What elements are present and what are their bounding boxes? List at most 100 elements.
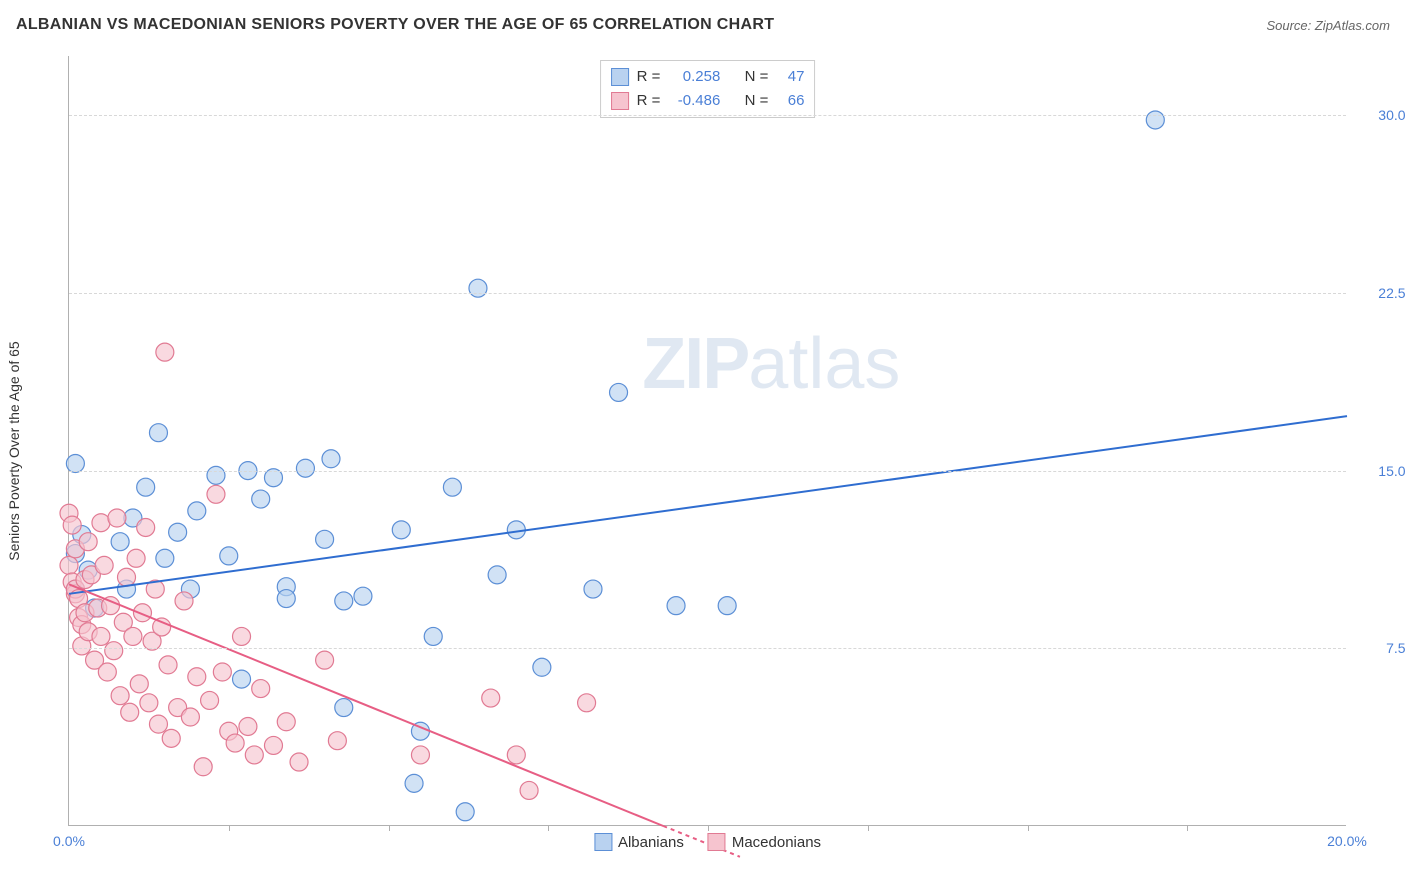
data-point	[296, 459, 314, 477]
data-point	[667, 597, 685, 615]
data-point	[456, 803, 474, 821]
y-tick-label: 7.5%	[1386, 640, 1406, 656]
x-tick-mark	[1028, 825, 1029, 831]
chart-title: ALBANIAN VS MACEDONIAN SENIORS POVERTY O…	[16, 16, 774, 34]
n-label: N =	[745, 89, 769, 113]
data-point	[156, 549, 174, 567]
stats-row: R =-0.486 N =66	[611, 89, 805, 113]
x-tick-mark	[389, 825, 390, 831]
data-point	[137, 518, 155, 536]
legend-item: Albanians	[594, 833, 684, 851]
data-point	[469, 279, 487, 297]
data-point	[207, 466, 225, 484]
legend-label: Albanians	[618, 834, 684, 851]
data-point	[233, 627, 251, 645]
r-value: -0.486	[668, 89, 720, 113]
data-point	[156, 343, 174, 361]
data-point	[162, 729, 180, 747]
gridline-horizontal	[69, 293, 1346, 294]
data-point	[181, 708, 199, 726]
source-name: ZipAtlas.com	[1315, 18, 1390, 33]
data-point	[239, 717, 257, 735]
x-tick-label: 0.0%	[53, 833, 85, 849]
data-point	[335, 592, 353, 610]
n-label: N =	[745, 65, 769, 89]
data-point	[149, 424, 167, 442]
r-label: R =	[637, 65, 661, 89]
x-tick-mark	[229, 825, 230, 831]
legend-item: Macedonians	[708, 833, 821, 851]
data-point	[443, 478, 461, 496]
data-point	[220, 547, 238, 565]
n-value: 47	[776, 65, 804, 89]
data-point	[405, 774, 423, 792]
data-point	[533, 658, 551, 676]
data-point	[130, 675, 148, 693]
source-prefix: Source:	[1266, 18, 1314, 33]
data-point	[335, 699, 353, 717]
data-point	[226, 734, 244, 752]
data-point	[95, 556, 113, 574]
r-label: R =	[637, 89, 661, 113]
data-point	[153, 618, 171, 636]
data-point	[245, 746, 263, 764]
data-point	[111, 533, 129, 551]
gridline-horizontal	[69, 648, 1346, 649]
data-point	[63, 516, 81, 534]
x-tick-label: 20.0%	[1327, 833, 1367, 849]
stats-row: R = 0.258 N = 47	[611, 65, 805, 89]
legend-swatch	[594, 833, 612, 851]
data-point	[322, 450, 340, 468]
data-point	[316, 651, 334, 669]
data-point	[610, 383, 628, 401]
data-point	[111, 687, 129, 705]
data-point	[328, 732, 346, 750]
data-point	[194, 758, 212, 776]
data-point	[137, 478, 155, 496]
data-point	[188, 502, 206, 520]
data-point	[169, 523, 187, 541]
data-point	[264, 736, 282, 754]
data-point	[482, 689, 500, 707]
data-point	[201, 691, 219, 709]
y-tick-label: 22.5%	[1378, 285, 1406, 301]
r-value: 0.258	[668, 65, 720, 89]
data-point	[140, 694, 158, 712]
plot-svg	[69, 56, 1346, 825]
legend-label: Macedonians	[732, 834, 821, 851]
chart-container: Seniors Poverty Over the Age of 65 ZIPat…	[50, 56, 1346, 846]
data-point	[252, 680, 270, 698]
data-point	[60, 556, 78, 574]
legend-swatch	[708, 833, 726, 851]
data-point	[79, 533, 97, 551]
data-point	[252, 490, 270, 508]
y-axis-label: Seniors Poverty Over the Age of 65	[6, 341, 22, 560]
x-tick-mark	[1187, 825, 1188, 831]
gridline-horizontal	[69, 471, 1346, 472]
data-point	[507, 746, 525, 764]
chart-header: ALBANIAN VS MACEDONIAN SENIORS POVERTY O…	[16, 16, 1390, 34]
legend-bottom: Albanians Macedonians	[594, 833, 821, 851]
data-point	[584, 580, 602, 598]
data-point	[424, 627, 442, 645]
plot-area: ZIPatlas R =0.258 N =47R =-0.486 N =66 A…	[68, 56, 1346, 826]
data-point	[108, 509, 126, 527]
data-point	[718, 597, 736, 615]
data-point	[520, 781, 538, 799]
data-point	[92, 514, 110, 532]
x-tick-mark	[548, 825, 549, 831]
data-point	[207, 485, 225, 503]
data-point	[354, 587, 372, 605]
legend-swatch	[611, 68, 629, 86]
data-point	[316, 530, 334, 548]
y-tick-label: 30.0%	[1378, 107, 1406, 123]
data-point	[233, 670, 251, 688]
data-point	[124, 627, 142, 645]
x-tick-mark	[868, 825, 869, 831]
data-point	[127, 549, 145, 567]
data-point	[290, 753, 308, 771]
data-point	[133, 604, 151, 622]
correlation-stats-box: R =0.258 N =47R =-0.486 N =66	[600, 60, 816, 118]
data-point	[175, 592, 193, 610]
data-point	[277, 713, 295, 731]
